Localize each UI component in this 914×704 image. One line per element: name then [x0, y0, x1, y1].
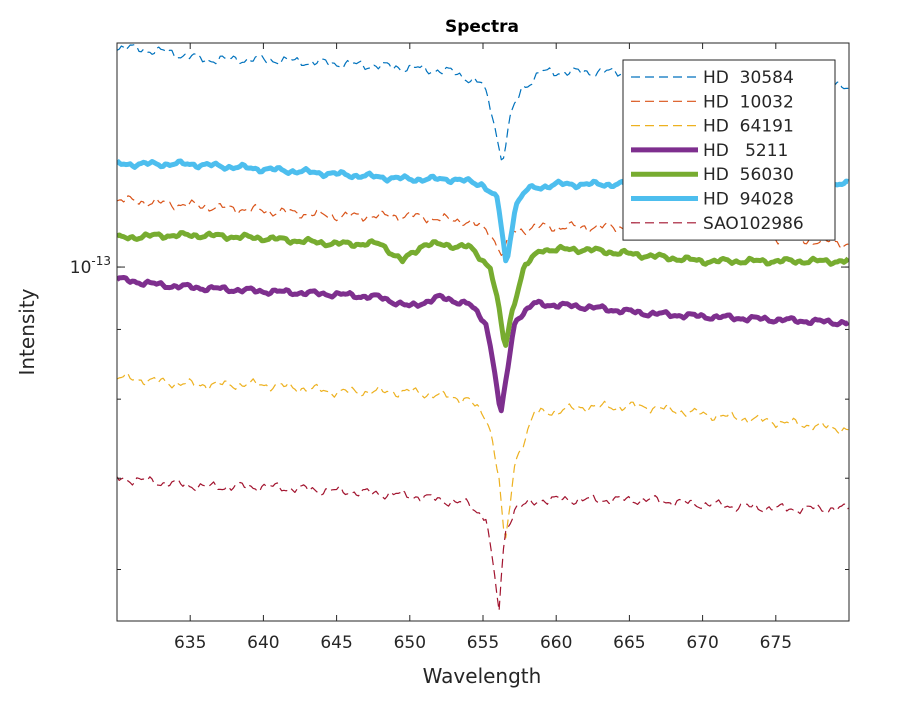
x-tick-label: 670: [686, 633, 718, 653]
series-line: [117, 275, 849, 414]
x-tick-label: 655: [467, 633, 499, 653]
chart-title: Spectra: [445, 17, 519, 37]
legend-label: HD 30584: [703, 68, 794, 88]
y-axis-label: Intensity: [15, 288, 39, 375]
legend: HD 30584 HD 10032 HD 64191 HD 5211 HD 56030 H…: [622, 59, 836, 241]
y-axis-ticks: 10-13: [70, 254, 849, 278]
x-tick-label: 650: [394, 633, 426, 653]
series-line: [117, 372, 849, 539]
legend-label: HD 94028: [703, 190, 794, 210]
legend-label: HD 56030: [703, 165, 794, 185]
series-line: [117, 476, 849, 612]
x-tick-label: 645: [320, 633, 352, 653]
legend-label: HD 10032: [703, 92, 794, 112]
x-tick-label: 660: [540, 633, 572, 653]
legend-label: HD 64191: [703, 117, 794, 137]
x-tick-label: 675: [760, 633, 792, 653]
legend-label: SAO102986: [703, 214, 804, 234]
y-tick-label: 10-13: [70, 254, 111, 278]
x-axis-ticks: 635 640 645 650 655 660 665 670 675: [174, 43, 792, 653]
x-tick-label: 665: [613, 633, 645, 653]
x-tick-label: 640: [247, 633, 279, 653]
plot-frame: [116, 42, 850, 622]
legend-label: HD 5211: [703, 141, 788, 161]
x-tick-label: 635: [174, 633, 206, 653]
series-line: [117, 230, 849, 348]
x-axis-label: Wavelength: [423, 664, 542, 688]
